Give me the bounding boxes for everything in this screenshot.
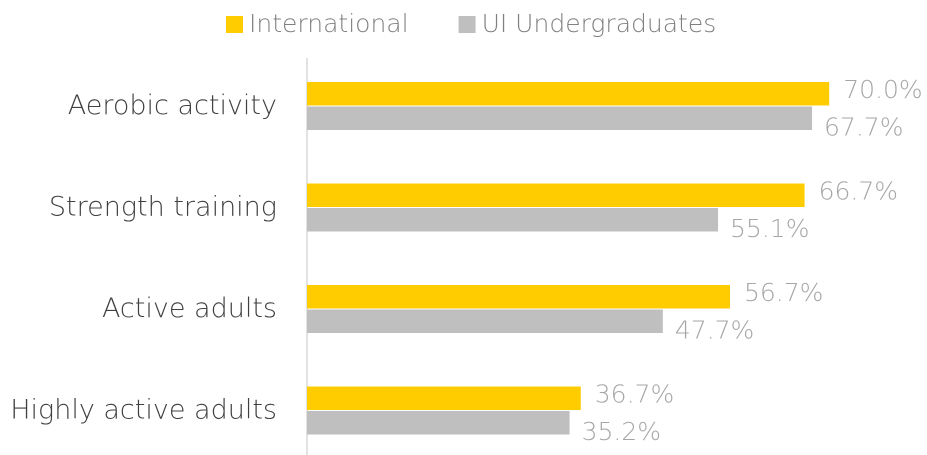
legend-label: UI Undergraduates <box>482 9 717 38</box>
data-label: 66.7% <box>819 177 898 206</box>
category-label: Active adults <box>102 293 277 324</box>
bar <box>307 82 830 106</box>
data-label: 67.7% <box>824 113 903 142</box>
legend-swatch <box>226 16 243 33</box>
bar <box>307 285 730 309</box>
bar <box>307 411 570 435</box>
legend-swatch <box>458 16 476 33</box>
category-label: Strength training <box>49 192 277 223</box>
category-label: Aerobic activity <box>68 90 277 121</box>
data-label: 55.1% <box>730 214 809 243</box>
bar <box>307 183 805 207</box>
data-label: 35.2% <box>582 417 661 446</box>
bar <box>307 309 663 333</box>
bar <box>307 106 813 130</box>
bar <box>307 208 719 232</box>
legend-label: International <box>249 9 409 38</box>
data-label: 56.7% <box>744 278 823 307</box>
bar <box>307 386 581 410</box>
data-label: 36.7% <box>595 380 674 409</box>
category-label: Highly active adults <box>10 395 277 426</box>
data-label: 47.7% <box>675 316 754 345</box>
data-label: 70.0% <box>843 75 922 104</box>
